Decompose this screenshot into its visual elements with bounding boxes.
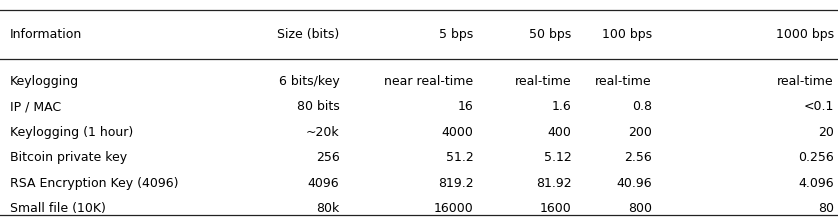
Text: 5 bps: 5 bps <box>439 28 473 41</box>
Text: 80 bits: 80 bits <box>297 100 339 113</box>
Text: RSA Encryption Key (4096): RSA Encryption Key (4096) <box>10 177 178 190</box>
Text: 2.56: 2.56 <box>624 151 652 164</box>
Text: 50 bps: 50 bps <box>530 28 572 41</box>
Text: 1600: 1600 <box>540 202 572 215</box>
Text: 1.6: 1.6 <box>551 100 572 113</box>
Text: <0.1: <0.1 <box>804 100 834 113</box>
Text: 80k: 80k <box>316 202 339 215</box>
Text: 1000 bps: 1000 bps <box>776 28 834 41</box>
Text: real-time: real-time <box>515 75 572 87</box>
Text: real-time: real-time <box>777 75 834 87</box>
Text: 100 bps: 100 bps <box>602 28 652 41</box>
Text: 4096: 4096 <box>308 177 339 190</box>
Text: Small file (10K): Small file (10K) <box>10 202 106 215</box>
Text: 4000: 4000 <box>442 126 473 139</box>
Text: 80: 80 <box>818 202 834 215</box>
Text: real-time: real-time <box>595 75 652 87</box>
Text: Size (bits): Size (bits) <box>277 28 339 41</box>
Text: 0.256: 0.256 <box>798 151 834 164</box>
Text: 20: 20 <box>818 126 834 139</box>
Text: Keylogging (1 hour): Keylogging (1 hour) <box>10 126 133 139</box>
Text: near real-time: near real-time <box>385 75 473 87</box>
Text: 400: 400 <box>548 126 572 139</box>
Text: 40.96: 40.96 <box>616 177 652 190</box>
Text: 4.096: 4.096 <box>798 177 834 190</box>
Text: 5.12: 5.12 <box>544 151 572 164</box>
Text: Bitcoin private key: Bitcoin private key <box>10 151 127 164</box>
Text: ~20k: ~20k <box>306 126 339 139</box>
Text: Information: Information <box>10 28 82 41</box>
Text: 800: 800 <box>628 202 652 215</box>
Text: 16: 16 <box>458 100 473 113</box>
Text: 200: 200 <box>628 126 652 139</box>
Text: Keylogging: Keylogging <box>10 75 79 87</box>
Text: 16000: 16000 <box>434 202 473 215</box>
Text: 256: 256 <box>316 151 339 164</box>
Text: 0.8: 0.8 <box>632 100 652 113</box>
Text: 81.92: 81.92 <box>535 177 572 190</box>
Text: 6 bits/key: 6 bits/key <box>279 75 339 87</box>
Text: 819.2: 819.2 <box>437 177 473 190</box>
Text: IP / MAC: IP / MAC <box>10 100 61 113</box>
Text: 51.2: 51.2 <box>446 151 473 164</box>
